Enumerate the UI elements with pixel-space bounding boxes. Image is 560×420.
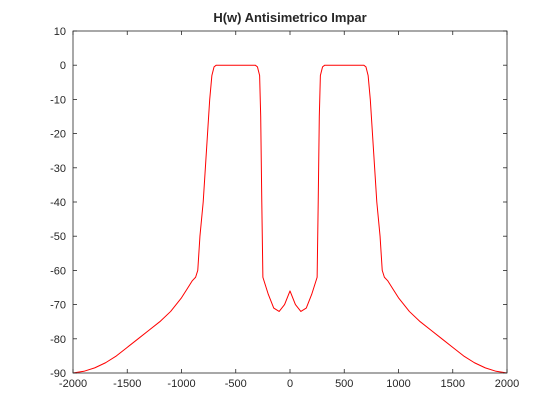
- y-tick-label: -30: [50, 163, 66, 175]
- x-tick-label: -1000: [167, 378, 195, 390]
- plot-area: [73, 31, 507, 373]
- y-tick-label: -70: [50, 300, 66, 312]
- x-tick-label: 1000: [386, 378, 410, 390]
- x-tick-label: -2000: [59, 378, 87, 390]
- x-axis-ticks: -2000 -1500 -1000 -500 0 500 1000 1500 2000: [59, 31, 519, 390]
- y-tick-label: -40: [50, 197, 66, 209]
- series-line-0: [72, 64, 508, 374]
- x-tick-label: 0: [287, 378, 293, 390]
- y-tick-label: -80: [50, 334, 66, 346]
- x-tick-label: 1500: [441, 378, 465, 390]
- chart-title: H(w) Antisimetrico Impar: [213, 10, 366, 25]
- x-tick-label: 500: [335, 378, 353, 390]
- data-layer: [72, 64, 508, 374]
- x-tick-label: 2000: [495, 378, 519, 390]
- x-tick-label: -500: [225, 378, 247, 390]
- y-tick-label: -20: [50, 129, 66, 141]
- y-tick-label: -10: [50, 94, 66, 106]
- y-tick-label: 10: [54, 26, 66, 38]
- y-tick-label: -90: [50, 368, 66, 380]
- y-axis-ticks: 10 0 -10 -20 -30 -40 -50 -60 -70 -80 -90: [50, 26, 507, 380]
- y-tick-label: -60: [50, 265, 66, 277]
- y-tick-label: 0: [60, 60, 66, 72]
- x-tick-label: -1500: [113, 378, 141, 390]
- y-tick-label: -50: [50, 231, 66, 243]
